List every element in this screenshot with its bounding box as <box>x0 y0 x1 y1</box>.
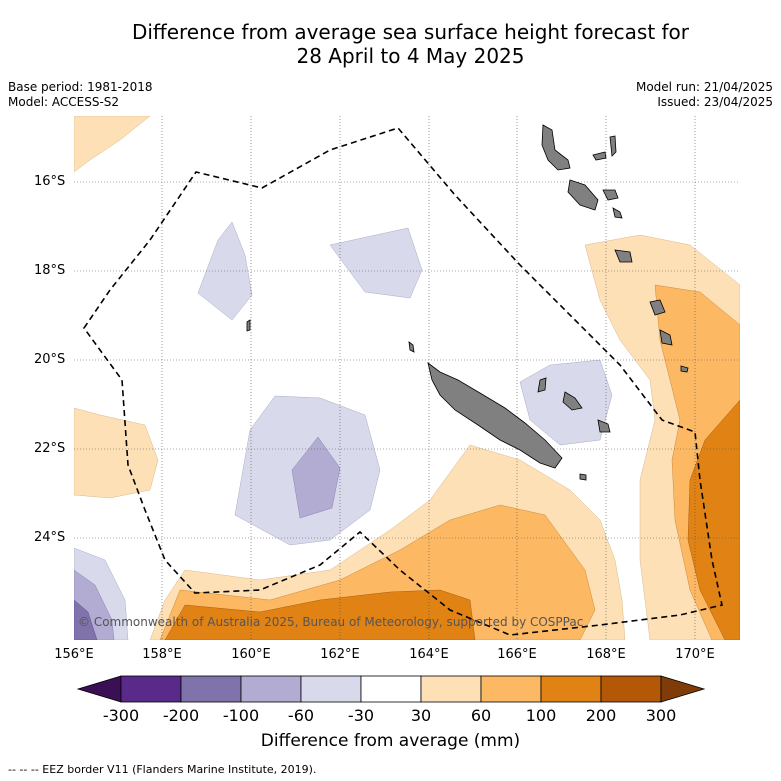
colorbar-label-100: 100 <box>525 706 557 725</box>
lat-label-22s: 22°S <box>34 441 66 456</box>
vanuatu-island-3 <box>602 189 619 201</box>
model-name: Model: ACCESS-S2 <box>8 95 120 109</box>
colorbar-label-60: 60 <box>470 706 492 725</box>
anomaly-30-60-northwest <box>74 116 151 173</box>
vanuatu-island-5 <box>592 151 607 161</box>
loyalty-ouvea <box>537 377 547 393</box>
lon-label-166e: 166°E <box>497 647 537 662</box>
colorbar-label-300: 300 <box>645 706 677 725</box>
small-island-d <box>408 341 415 353</box>
meta-right: Model run: 21/04/2025 Issued: 23/04/2025 <box>636 80 773 110</box>
matthew-island-b <box>659 329 673 346</box>
land-masses <box>246 124 689 481</box>
lat-label-20s: 20°S <box>34 352 66 367</box>
lat-label-16s: 16°S <box>34 174 66 189</box>
base-period: Base period: 1981-2018 <box>8 80 153 94</box>
lon-label-164e: 164°E <box>409 647 449 662</box>
colorbar-bin-1 <box>120 675 182 703</box>
anomaly-neg-30-60-b <box>329 227 423 299</box>
colorbar-label-neg100: -100 <box>222 706 260 725</box>
loyalty-mare <box>597 419 611 433</box>
copyright-notice: © Commonwealth of Australia 2025, Bureau… <box>78 615 584 629</box>
colorbar-label-neg60: -60 <box>287 706 315 725</box>
lon-label-170e: 170°E <box>675 647 715 662</box>
anomaly-neg-sw-3 <box>74 599 98 640</box>
colorbar-label-200: 200 <box>585 706 617 725</box>
eez-border <box>83 127 723 636</box>
anomaly-neg-60-100-d <box>291 436 341 519</box>
title-line-2: 28 April to 4 May 2025 <box>296 44 525 68</box>
lon-label-160e: 160°E <box>231 647 271 662</box>
small-island-b <box>579 473 587 481</box>
anomaly-100-200-east <box>687 399 740 640</box>
colorbar-label-neg200: -200 <box>162 706 200 725</box>
lon-label-158e: 158°E <box>142 647 182 662</box>
issued-date: Issued: 23/04/2025 <box>657 95 773 109</box>
small-island-a <box>680 365 689 373</box>
meta-left: Base period: 1981-2018 Model: ACCESS-S2 <box>8 80 153 110</box>
colorbar-extend-left <box>76 675 122 703</box>
lon-label-156e: 156°E <box>54 647 94 662</box>
colorbar-bin-3 <box>240 675 302 703</box>
loyalty-lifou <box>562 391 583 411</box>
lon-label-162e: 162°E <box>320 647 360 662</box>
colorbar-bin-4 <box>300 675 362 703</box>
colorbar-bin-6 <box>420 675 482 703</box>
title-line-1: Difference from average sea surface heig… <box>131 20 690 44</box>
anomaly-60-100-south <box>159 504 596 640</box>
model-run: Model run: 21/04/2025 <box>635 80 773 94</box>
anomaly-30-60-west <box>74 407 159 499</box>
colorbar-extend-right <box>660 675 706 703</box>
vanuatu-island-2 <box>567 179 599 211</box>
colorbar-title: Difference from average (mm) <box>260 731 521 751</box>
colorbar-label-neg300: -300 <box>102 706 140 725</box>
eez-legend-footer: -- -- -- EEZ border V11 (Flanders Marine… <box>8 763 317 776</box>
matthew-island-a <box>649 299 666 316</box>
anomaly-100-200-south <box>164 589 476 640</box>
colorbar-label-neg30: -30 <box>347 706 375 725</box>
vanuatu-espiritu-santo <box>541 124 571 171</box>
colorbar-bin-5 <box>360 675 422 703</box>
map-area <box>74 116 740 640</box>
colorbar <box>76 675 706 703</box>
colorbar-bin-2 <box>180 675 242 703</box>
lat-label-18s: 18°S <box>34 263 66 278</box>
small-island-c <box>246 319 251 332</box>
vanuatu-island-6 <box>612 207 623 219</box>
colorbar-bin-9 <box>600 675 662 703</box>
vanuatu-island-4 <box>609 135 617 157</box>
colorbar-bin-7 <box>480 675 542 703</box>
colorbar-bin-8 <box>540 675 602 703</box>
lat-label-24s: 24°S <box>34 530 66 545</box>
lon-label-168e: 168°E <box>586 647 626 662</box>
vanuatu-island-7 <box>614 249 633 263</box>
gridlines <box>74 116 740 640</box>
colorbar-label-30: 30 <box>410 706 432 725</box>
chart-title: Difference from average sea surface heig… <box>0 20 781 68</box>
new-caledonia <box>427 362 563 469</box>
